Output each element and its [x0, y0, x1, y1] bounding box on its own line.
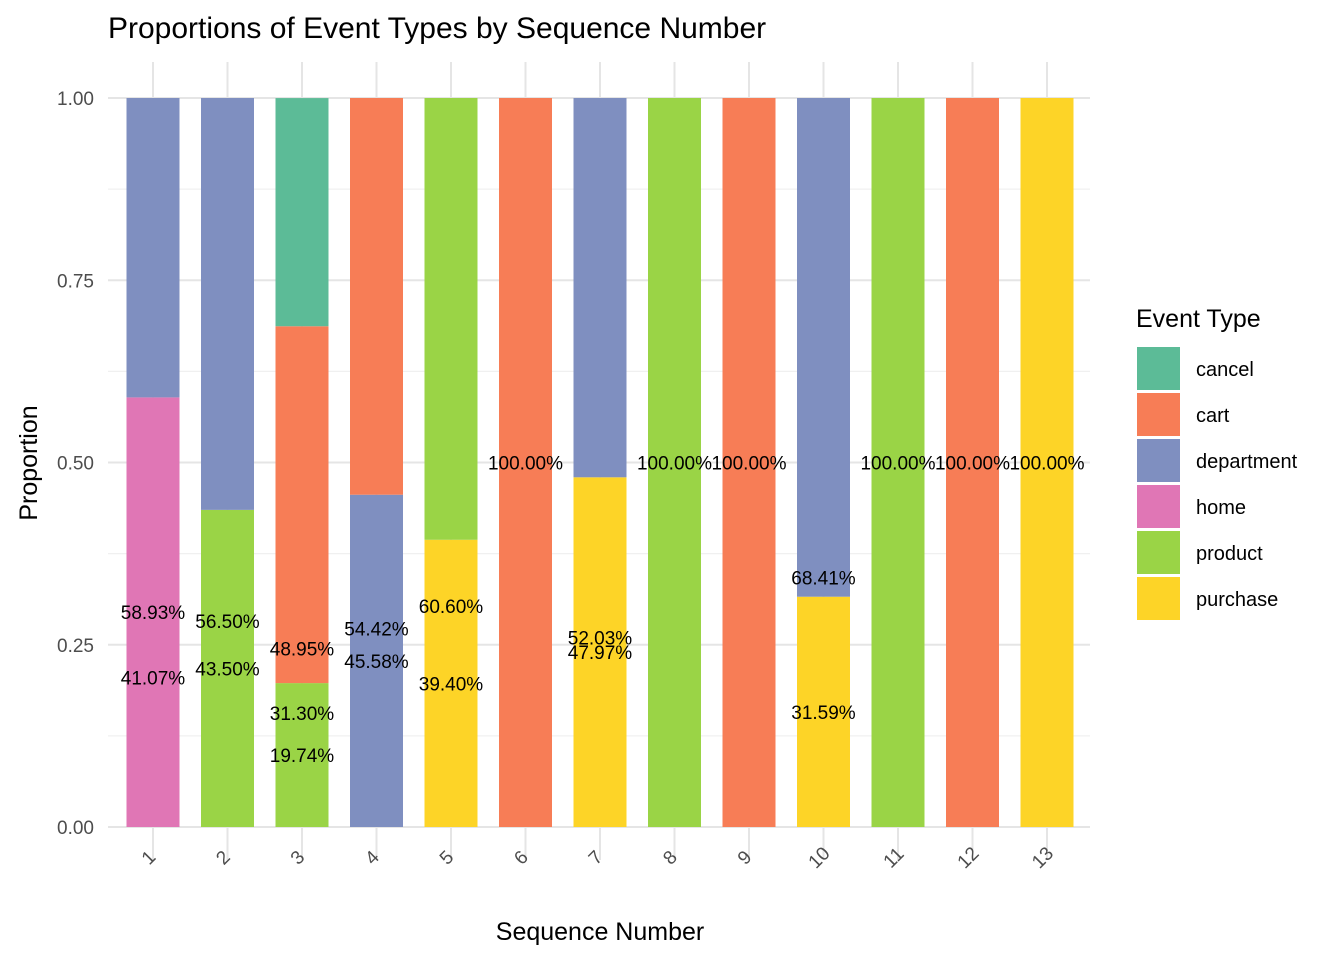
data-label: 100.00%: [711, 454, 786, 475]
y-tick-label: 0.25: [57, 636, 94, 657]
x-tick-label: 1: [138, 847, 160, 869]
data-label: 31.30%: [270, 704, 335, 725]
x-tick-label: 6: [510, 847, 532, 869]
data-label: 52.03%: [568, 628, 633, 649]
x-axis-ticks: 1 2 3 4 5 6 7 8 9 10 11 12 13: [138, 843, 1058, 873]
bars: [126, 98, 1074, 827]
bar-segment-department-2: [201, 98, 254, 510]
y-axis-title: Proportion: [15, 405, 43, 520]
legend-label: purchase: [1196, 589, 1278, 611]
bar-segment-department-1: [126, 98, 180, 398]
legend-label: cart: [1196, 405, 1230, 427]
bar-segment-product-8: [648, 98, 701, 827]
bar-segment-purchase-10: [797, 596, 850, 827]
bar-segment-product-3: [275, 683, 329, 827]
y-tick-label: 0.75: [57, 271, 94, 292]
x-tick-label: 5: [436, 847, 458, 869]
legend: Event Type cancel cart department home produ…: [1136, 305, 1298, 620]
data-label: 60.60%: [419, 597, 484, 618]
legend-key-cancel: [1137, 347, 1180, 390]
data-label: 68.41%: [791, 569, 856, 590]
x-tick-label: 8: [659, 847, 681, 869]
data-label: 43.50%: [195, 659, 260, 680]
legend-key-department: [1137, 439, 1180, 482]
legend-label: cancel: [1196, 359, 1254, 381]
legend-key-home: [1137, 485, 1180, 528]
legend-key-product: [1137, 531, 1180, 574]
bar-segment-home-1: [126, 397, 180, 827]
x-tick-label: 12: [954, 843, 984, 873]
legend-label: product: [1196, 543, 1263, 565]
y-tick-label: 0.00: [57, 818, 94, 839]
x-axis-title: Sequence Number: [496, 918, 704, 946]
data-label: 100.00%: [488, 454, 563, 475]
x-tick-label: 9: [734, 847, 756, 869]
x-tick-label: 10: [805, 843, 835, 873]
bar-segment-product-2: [201, 509, 254, 827]
bar-segment-department-10: [797, 98, 850, 597]
legend-label: department: [1196, 451, 1298, 473]
bar-segment-purchase-7: [573, 477, 627, 827]
data-label: 47.97%: [568, 643, 633, 664]
data-label: 100.00%: [637, 454, 712, 475]
x-tick-label: 7: [585, 847, 607, 869]
data-label: 100.00%: [935, 454, 1010, 475]
legend-label: home: [1196, 497, 1246, 519]
x-tick-label: 11: [880, 844, 909, 873]
bar-segment-cart-12: [946, 98, 999, 827]
legend-key-cart: [1137, 393, 1180, 436]
data-label: 31.59%: [791, 703, 856, 724]
data-label: 54.42%: [344, 620, 409, 641]
x-tick-label: 2: [212, 847, 234, 869]
x-tick-label: 3: [287, 847, 309, 869]
legend-key-purchase: [1137, 577, 1180, 620]
legend-title: Event Type: [1136, 305, 1261, 333]
data-label: 19.74%: [270, 746, 335, 767]
data-label: 48.95%: [270, 640, 335, 661]
bar-segment-department-7: [573, 98, 627, 478]
bar-segment-purchase-5: [424, 539, 478, 827]
y-tick-label: 0.50: [57, 454, 94, 475]
bar-segment-cart-3: [275, 326, 329, 684]
bar-segment-cart-6: [499, 98, 552, 827]
x-tick-label: 4: [361, 847, 384, 870]
y-axis-ticks: 0.00 0.25 0.50 0.75 1.00: [57, 89, 94, 839]
chart-title: Proportions of Event Types by Sequence N…: [108, 12, 766, 45]
bar-segment-cart-9: [722, 98, 776, 827]
data-label: 58.93%: [121, 603, 186, 624]
bar-segment-cancel-3: [275, 98, 329, 327]
data-label: 100.00%: [860, 454, 935, 475]
x-tick-label: 13: [1028, 843, 1058, 873]
bar-segment-cart-4: [350, 98, 403, 495]
bar-segment-product-11: [871, 98, 925, 827]
bar-segment-department-4: [350, 494, 403, 827]
bar-segment-product-5: [424, 98, 478, 540]
data-label: 41.07%: [121, 668, 186, 689]
data-label: 100.00%: [1009, 454, 1084, 475]
bar-segment-purchase-13: [1020, 98, 1074, 827]
data-label: 39.40%: [419, 674, 484, 695]
y-tick-label: 1.00: [57, 89, 94, 110]
bar-labels: 58.93% 41.07% 43.50% 56.50% 19.74% 48.95% 31.3…: [121, 454, 1085, 768]
data-label: 45.58%: [344, 652, 409, 673]
data-label: 56.50%: [195, 612, 260, 633]
